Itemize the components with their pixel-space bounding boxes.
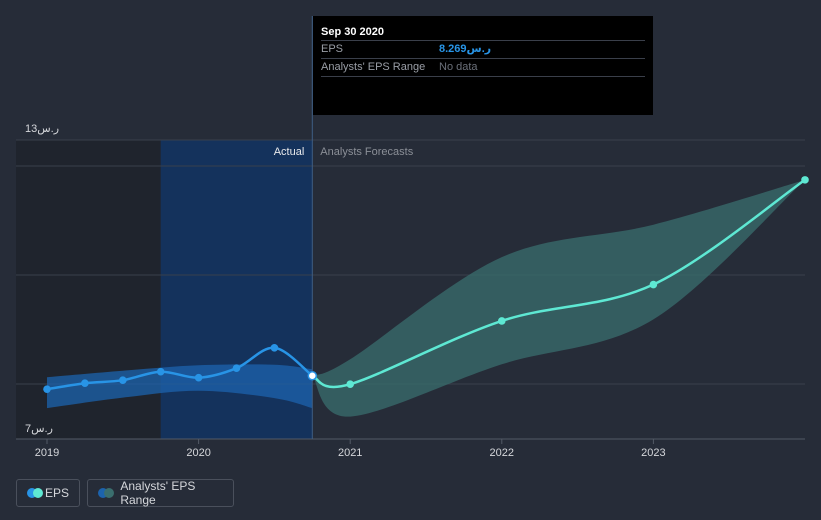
tooltip-range-row: Analysts' EPS Range No data bbox=[321, 58, 645, 77]
eps-point[interactable] bbox=[194, 373, 203, 382]
data-tooltip: Sep 30 2020 EPS 8.269ر.س Analysts' EPS R… bbox=[313, 16, 653, 115]
tooltip-range-label: Analysts' EPS Range bbox=[321, 61, 426, 73]
eps-swatch-icon bbox=[27, 488, 43, 498]
y-tick-label-min: 7ر.س bbox=[25, 423, 53, 435]
legend-range-label: Analysts' EPS Range bbox=[120, 479, 196, 507]
tooltip-eps-label: EPS bbox=[321, 43, 344, 55]
eps-point[interactable] bbox=[43, 385, 51, 393]
eps-forecast-point[interactable] bbox=[649, 280, 658, 289]
tooltip-eps-value: 8.269ر.س bbox=[439, 43, 492, 55]
legend-eps-label: EPS bbox=[44, 486, 69, 500]
eps-point[interactable] bbox=[307, 371, 318, 381]
data-points bbox=[43, 176, 809, 393]
tooltip-date: Sep 30 2020 bbox=[321, 26, 384, 38]
range-swatch-icon bbox=[98, 488, 114, 498]
forecast-section-label: Analysts Forecasts bbox=[320, 146, 413, 158]
eps-forecast-point[interactable] bbox=[498, 317, 506, 325]
x-tick-label: 2019 bbox=[35, 447, 59, 459]
x-tick-label: 2022 bbox=[490, 447, 514, 459]
analyst-range-band bbox=[312, 179, 805, 417]
eps-forecast-point[interactable] bbox=[801, 176, 809, 184]
eps-point[interactable] bbox=[270, 344, 279, 352]
actual-section-label: Actual bbox=[274, 146, 305, 158]
tooltip-range-value: No data bbox=[439, 61, 478, 73]
x-axis: 2019 2020 2021 2022 2023 bbox=[35, 439, 666, 459]
eps-point[interactable] bbox=[119, 376, 127, 384]
eps-point[interactable] bbox=[81, 379, 89, 387]
eps-forecast-point[interactable] bbox=[346, 380, 355, 388]
legend-eps-toggle[interactable]: EPS bbox=[16, 479, 80, 507]
tooltip-eps-row: EPS 8.269ر.س bbox=[321, 40, 645, 58]
legend-range-toggle[interactable]: Analysts' EPS Range bbox=[87, 479, 234, 507]
x-tick-label: 2021 bbox=[338, 447, 362, 459]
actual-range-band bbox=[47, 364, 313, 409]
y-tick-label-max: 13ر.س bbox=[25, 123, 59, 135]
eps-point[interactable] bbox=[156, 367, 165, 376]
eps-point[interactable] bbox=[232, 364, 241, 373]
x-tick-label: 2020 bbox=[186, 447, 210, 459]
x-tick-label: 2023 bbox=[641, 447, 665, 459]
